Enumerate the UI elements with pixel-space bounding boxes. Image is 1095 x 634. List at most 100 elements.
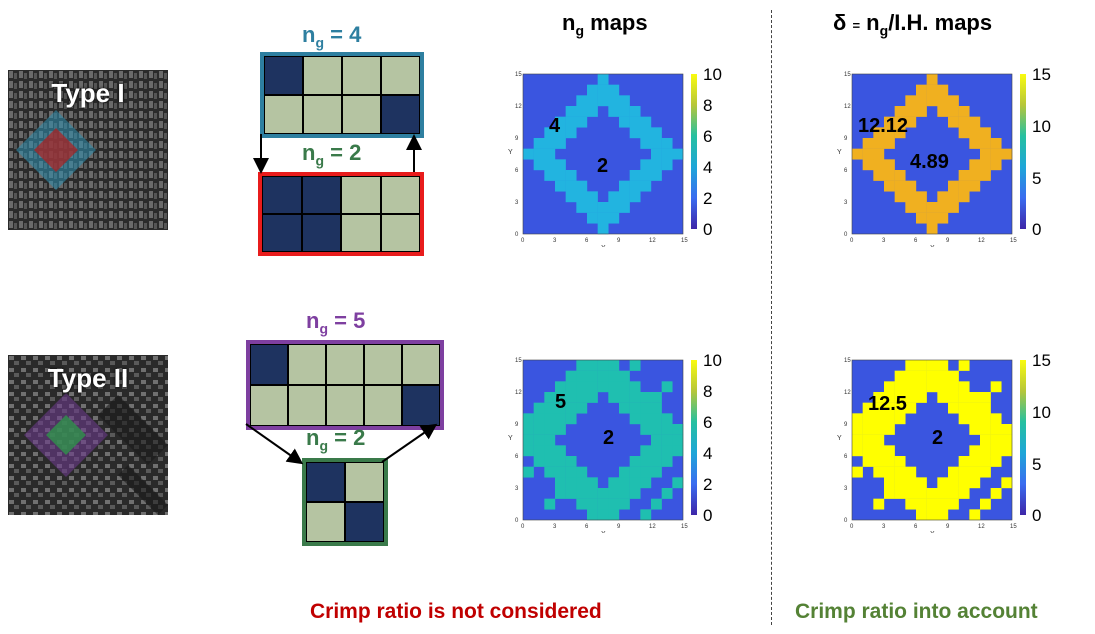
map-cell [894, 466, 906, 478]
map-cell [533, 445, 545, 457]
map-cell [905, 360, 917, 371]
map-cell [544, 498, 556, 510]
axis-tick-x: 9 [617, 238, 621, 244]
map-cell [533, 434, 545, 446]
map-cell [884, 413, 895, 425]
map-cell [533, 159, 545, 171]
map-cell [916, 95, 927, 107]
map-cell [916, 106, 927, 117]
type2-bottom-ng-label: ng = 2 [306, 425, 366, 454]
map-cell [926, 370, 938, 382]
axis-tick-x: 6 [914, 238, 918, 244]
map-cell [990, 159, 1002, 171]
map-cell [905, 191, 917, 203]
map-grid: 00 3 3 6 6 9 9 12 12 15 15 X Y [508, 358, 688, 533]
map-cell [905, 488, 917, 499]
map-frame [522, 359, 684, 521]
axis-tick-x: 3 [553, 524, 557, 530]
map-cell [619, 498, 630, 510]
map-cell [661, 159, 673, 171]
map-cell [905, 370, 917, 382]
pattern-cell-dark [250, 344, 288, 385]
map-cell [948, 116, 959, 128]
map-cell [597, 509, 609, 521]
map-cell [937, 95, 949, 107]
map-cell [916, 509, 927, 521]
map-cell [640, 127, 652, 139]
axis-tick-x: 15 [681, 238, 688, 244]
pattern-cell-light [381, 56, 420, 95]
map-cell [1001, 434, 1013, 446]
delta-maps-title: δ = ng/I.H. maps [833, 10, 993, 39]
map-cell [555, 413, 566, 425]
map-cell [948, 202, 959, 213]
pattern-cell-dark [381, 95, 420, 134]
map-cell [555, 392, 566, 403]
map-cell [619, 477, 630, 489]
axis-label-y: Y [508, 435, 513, 442]
map-cell [1001, 445, 1013, 457]
map-cell [894, 191, 906, 203]
map-cell [565, 191, 577, 203]
map-cell [587, 202, 598, 213]
map-cell [969, 127, 981, 139]
map-cell [948, 370, 959, 382]
colorbar-tick: 10 [703, 65, 722, 84]
map-cell [916, 392, 927, 403]
map-cell [565, 456, 577, 467]
map-cell [619, 370, 630, 382]
map-cell [565, 477, 577, 489]
map-cell [555, 170, 566, 181]
pattern-cell-light [341, 214, 381, 252]
map-cell [565, 116, 577, 128]
pattern-cell-light [306, 502, 345, 542]
axis-tick-y: 15 [844, 72, 851, 78]
map-cell [852, 445, 863, 457]
map-cell [916, 84, 927, 96]
map-cell [587, 106, 598, 117]
map-cell [958, 170, 970, 181]
map-cell [597, 212, 609, 224]
footer-right-caption: Crimp ratio into account [795, 600, 1038, 623]
map-cell [672, 445, 684, 457]
map-cell [937, 392, 949, 403]
map-cell [533, 413, 545, 425]
map-cell [544, 170, 556, 181]
map-annotation-outer: 12.12 [858, 115, 908, 137]
map-cell [873, 159, 885, 171]
map-cell [884, 402, 895, 414]
map-cell [862, 159, 874, 171]
axis-tick-y: 0 [515, 518, 519, 524]
colorbar-tick: 0 [703, 506, 712, 525]
pattern-cell-light [326, 344, 364, 385]
map-cell [629, 456, 641, 467]
map-cell [916, 488, 927, 499]
map-cell [629, 127, 641, 139]
map-cell [597, 202, 609, 213]
map-cell [916, 212, 927, 224]
map-cell [862, 138, 874, 149]
type1-bottom-ng-label: ng = 2 [302, 140, 362, 169]
map-cell [619, 116, 630, 128]
map-cell [852, 148, 863, 160]
colorbar-tick: 0 [1032, 506, 1041, 525]
map-cell [576, 360, 588, 371]
map-cell [894, 116, 906, 128]
map-cell [597, 498, 609, 510]
axis-tick-y: 3 [844, 200, 848, 206]
colorbar [691, 360, 697, 515]
map-cell [948, 392, 959, 403]
pattern-cell-light [342, 95, 381, 134]
map-cell [661, 138, 673, 149]
map-cell [958, 191, 970, 203]
map-cell [640, 116, 652, 128]
colorbar-tick: 0 [1032, 220, 1041, 239]
axis-label-y: Y [837, 435, 842, 442]
map-cell [905, 498, 917, 510]
colorbar-tick: 5 [1032, 455, 1041, 474]
pattern-cell-dark [264, 56, 303, 95]
map-cell [587, 488, 598, 499]
map-cell [926, 498, 938, 510]
axis-tick-x: 12 [978, 524, 985, 530]
map-cell [980, 434, 991, 446]
